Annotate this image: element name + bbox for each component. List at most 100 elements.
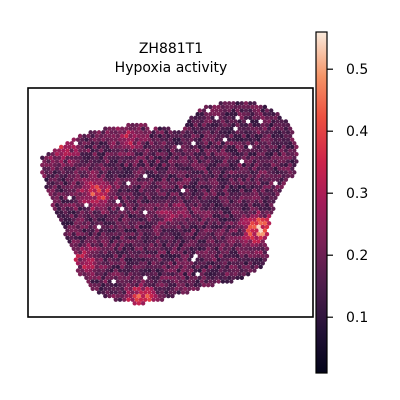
spot xyxy=(161,264,167,270)
spot xyxy=(69,170,74,175)
spot xyxy=(178,199,184,204)
spot xyxy=(73,192,79,197)
spot xyxy=(208,184,213,190)
spot xyxy=(206,246,211,251)
spot xyxy=(252,173,257,179)
colorbar-tick-label: 0.4 xyxy=(346,124,368,140)
spot xyxy=(98,184,104,190)
spot xyxy=(130,159,135,164)
spot xyxy=(122,261,127,266)
spot xyxy=(197,210,202,215)
spot xyxy=(258,213,263,219)
spot xyxy=(161,192,167,197)
spot xyxy=(138,181,144,186)
spot xyxy=(227,195,232,201)
spot xyxy=(243,115,249,121)
spot xyxy=(283,177,289,182)
spot xyxy=(46,188,51,193)
spot xyxy=(132,221,137,226)
spot xyxy=(222,188,228,193)
spot xyxy=(161,148,167,153)
spot xyxy=(147,282,152,288)
spot xyxy=(107,184,112,190)
spot xyxy=(252,137,257,142)
spot xyxy=(105,166,110,171)
spot xyxy=(149,148,154,153)
spot xyxy=(115,286,121,291)
spot xyxy=(109,261,114,266)
spot xyxy=(109,232,114,237)
spot xyxy=(176,152,181,157)
spot xyxy=(233,170,238,175)
spot xyxy=(134,137,139,142)
spot xyxy=(214,188,219,193)
spot xyxy=(109,181,114,186)
spot xyxy=(210,275,215,281)
spot xyxy=(199,170,205,175)
spot xyxy=(216,126,221,131)
spot xyxy=(191,177,196,182)
spot xyxy=(86,162,91,168)
spot xyxy=(164,282,169,288)
spot xyxy=(80,239,85,244)
spot xyxy=(90,213,95,219)
spot xyxy=(122,195,127,201)
spot xyxy=(96,290,102,295)
spot xyxy=(252,181,257,186)
spot xyxy=(113,188,119,193)
spot xyxy=(245,170,251,175)
spot xyxy=(239,261,244,266)
spot xyxy=(256,217,261,222)
spot xyxy=(218,253,223,259)
spot xyxy=(63,181,68,186)
spot xyxy=(92,166,98,171)
spot xyxy=(117,290,123,295)
spot xyxy=(153,133,158,139)
spot xyxy=(174,133,179,139)
spot xyxy=(94,184,100,190)
spot xyxy=(250,162,255,168)
spot xyxy=(178,184,184,190)
spot xyxy=(67,173,72,179)
spot xyxy=(227,268,232,273)
spot xyxy=(212,250,217,255)
spot xyxy=(266,206,272,211)
spot xyxy=(193,202,198,208)
spot xyxy=(258,126,263,131)
spot xyxy=(138,188,144,193)
spot xyxy=(109,268,114,273)
spot xyxy=(124,257,129,262)
spot xyxy=(113,246,119,251)
spot xyxy=(101,173,106,179)
spot xyxy=(113,224,119,230)
spot xyxy=(214,261,219,266)
spot xyxy=(252,224,257,230)
spot xyxy=(86,257,91,262)
spot xyxy=(203,155,209,161)
spot xyxy=(275,126,280,131)
spot xyxy=(103,177,108,182)
spot xyxy=(157,279,163,284)
spot xyxy=(206,181,211,186)
spot xyxy=(138,282,144,288)
spot xyxy=(258,257,263,262)
spot xyxy=(109,152,114,157)
spot xyxy=(92,195,98,201)
spot xyxy=(174,162,179,168)
spot xyxy=(59,152,64,157)
spot xyxy=(185,137,190,142)
spot xyxy=(88,253,93,259)
spot xyxy=(187,279,192,284)
spot xyxy=(82,242,87,248)
spot xyxy=(174,228,179,233)
spot xyxy=(80,144,85,150)
spot xyxy=(77,221,83,226)
spot xyxy=(151,188,156,193)
spot xyxy=(107,162,112,168)
spot xyxy=(143,202,148,208)
spot xyxy=(101,232,106,237)
spot xyxy=(132,213,137,219)
spot xyxy=(258,141,263,146)
spot xyxy=(214,246,219,251)
spot xyxy=(180,195,186,201)
